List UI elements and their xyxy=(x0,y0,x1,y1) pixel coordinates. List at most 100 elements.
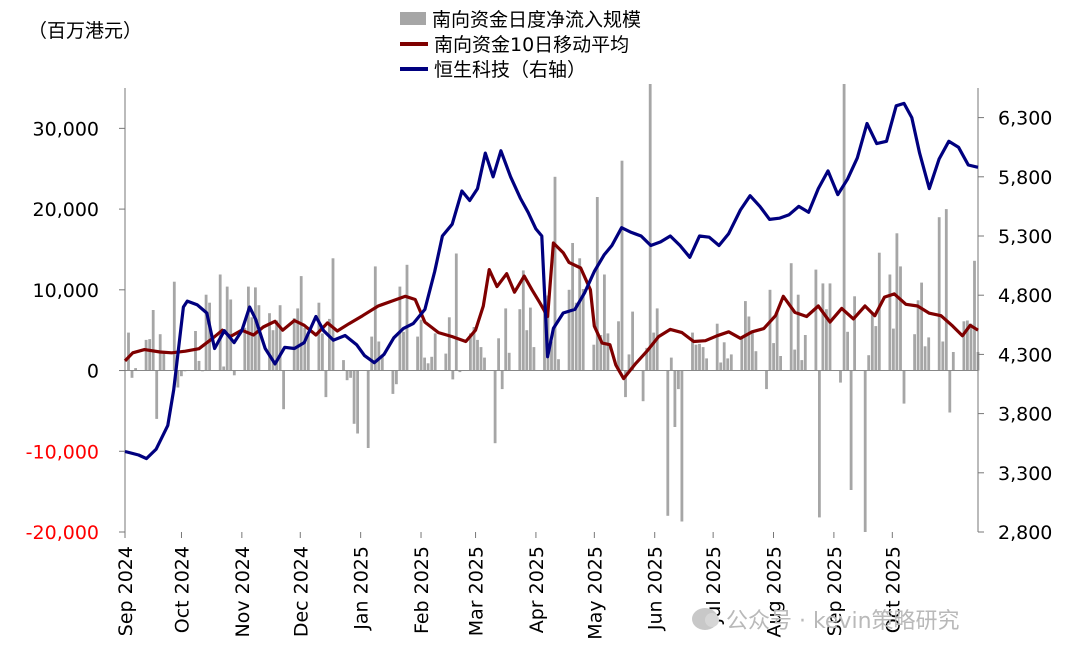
flow-bar xyxy=(550,341,553,371)
flow-bar xyxy=(966,320,969,371)
flow-bar xyxy=(497,338,500,371)
flow-bar xyxy=(232,370,236,376)
flow-bar xyxy=(620,160,624,371)
flow-bar xyxy=(867,355,871,371)
flow-bar xyxy=(447,317,451,371)
legend: 南向资金日度净流入规模 南向资金10日移动平均 恒生科技（右轴） xyxy=(400,6,641,81)
flow-bar xyxy=(225,286,229,371)
flow-bar xyxy=(923,346,927,371)
series-line-ma10 xyxy=(123,241,979,381)
legend-label-hstech: 恒生科技（右轴） xyxy=(434,59,587,81)
flow-bar xyxy=(324,370,328,398)
flow-bar xyxy=(204,294,208,371)
flow-bar xyxy=(377,341,381,371)
flow-bar xyxy=(472,327,476,371)
flow-bar xyxy=(331,258,335,371)
flow-bar xyxy=(476,339,479,371)
flow-bar xyxy=(680,370,684,522)
flow-bar xyxy=(631,311,634,371)
flow-bar xyxy=(423,357,426,371)
flow-bar xyxy=(151,310,155,371)
flow-bar xyxy=(155,370,159,419)
flow-bar xyxy=(342,360,345,371)
legend-item-ma10: 南向资金10日移动平均 xyxy=(400,31,641,56)
flow-bar xyxy=(222,366,226,371)
right-axis-tick-label: 3,300 xyxy=(998,463,1052,485)
flow-bar xyxy=(895,233,899,371)
legend-swatch-ma10 xyxy=(400,41,428,46)
flow-bar xyxy=(268,313,271,371)
flow-bar xyxy=(916,300,920,371)
flow-bar xyxy=(483,357,486,371)
flow-bar xyxy=(899,266,902,371)
flow-bar xyxy=(821,283,825,371)
flow-bar xyxy=(669,357,673,371)
flow-bar xyxy=(701,347,705,371)
flow-bar xyxy=(197,360,201,371)
flow-bar xyxy=(553,176,557,371)
flow-bar xyxy=(306,335,310,371)
watermark-text: 公众号 · kevin策略研究 xyxy=(726,609,960,634)
flow-bar xyxy=(557,359,560,371)
flow-bar xyxy=(370,336,374,371)
flow-bar xyxy=(652,332,656,371)
x-axis-tick-label: May 2025 xyxy=(584,546,606,640)
flow-bar xyxy=(962,321,966,371)
flow-bar xyxy=(913,334,916,371)
flow-bar xyxy=(578,258,582,371)
flow-bar xyxy=(846,331,849,371)
x-axis-tick-label: Apr 2025 xyxy=(526,546,548,633)
flow-bar xyxy=(800,360,804,371)
legend-item-flow: 南向资金日度净流入规模 xyxy=(400,6,641,31)
flow-bar xyxy=(677,370,680,390)
flow-bar xyxy=(944,209,948,371)
flow-bar xyxy=(754,351,758,371)
flow-bar xyxy=(254,287,257,371)
flow-bar xyxy=(624,370,627,398)
flow-bar xyxy=(127,332,130,371)
flow-bar xyxy=(349,370,352,378)
flow-bar xyxy=(888,274,892,371)
flow-bar xyxy=(493,370,497,444)
x-axis-tick-label: Nov 2024 xyxy=(232,546,254,637)
flow-bar xyxy=(500,370,504,390)
flow-bar xyxy=(902,370,906,404)
x-axis-tick-label: Sep 2025 xyxy=(824,546,846,636)
flow-bar xyxy=(772,343,775,371)
flow-bar xyxy=(705,358,708,371)
flow-bar xyxy=(529,307,532,371)
flow-bar xyxy=(176,370,180,388)
flow-bar xyxy=(828,283,832,371)
flow-bar xyxy=(328,318,331,371)
flow-bar xyxy=(444,353,448,371)
flow-bar xyxy=(617,321,620,371)
flow-bar xyxy=(275,320,278,371)
flow-bar xyxy=(729,354,733,371)
right-axis-tick-label: 5,300 xyxy=(998,226,1052,248)
flow-bar xyxy=(525,330,529,371)
flow-bar xyxy=(433,333,437,371)
flow-bar xyxy=(747,316,751,371)
flow-bar xyxy=(426,363,430,371)
flow-bar xyxy=(345,370,349,381)
flow-bar xyxy=(134,368,137,371)
flow-bar xyxy=(398,286,402,371)
flow-bar xyxy=(172,281,176,371)
flow-bar xyxy=(391,370,395,394)
flow-bar xyxy=(292,318,296,371)
x-axis-tick-label: Oct 2024 xyxy=(171,546,193,633)
flow-bar xyxy=(870,314,874,371)
flow-bar xyxy=(941,341,945,371)
flow-bar xyxy=(416,336,419,371)
flow-bar xyxy=(842,84,846,371)
flow-bar xyxy=(951,352,955,371)
flow-bar xyxy=(789,263,793,371)
flow-bar xyxy=(574,302,578,371)
legend-swatch-flow xyxy=(400,12,426,25)
x-axis-tick-label: Oct 2025 xyxy=(882,546,904,633)
left-axis-tick-label: 0 xyxy=(87,361,99,383)
flow-bar xyxy=(180,370,183,377)
flow-bar xyxy=(247,286,250,371)
flow-bar xyxy=(973,260,976,371)
